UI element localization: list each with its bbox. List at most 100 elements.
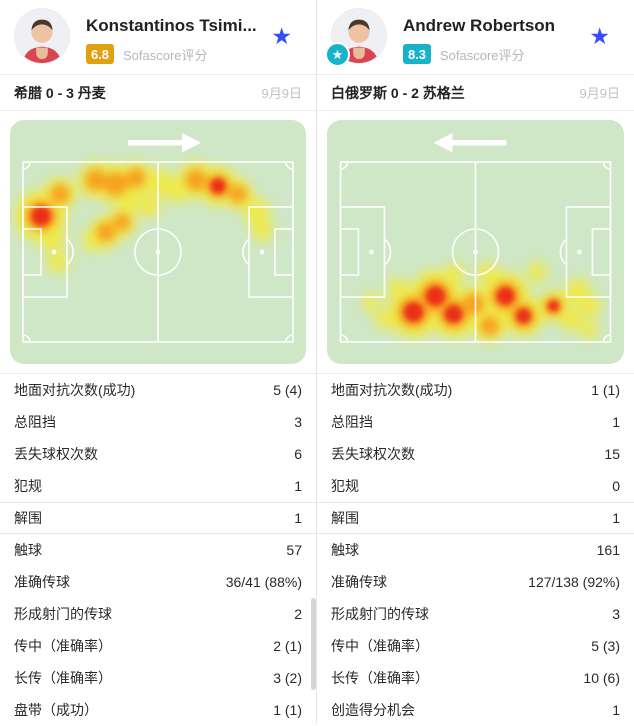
match-title: 希腊 0 - 3 丹麦	[14, 84, 106, 101]
stat-row: 形成射门的传球 2	[0, 598, 316, 630]
stat-value: 161	[596, 542, 620, 558]
match-row[interactable]: 希腊 0 - 3 丹麦 9月9日	[0, 74, 316, 111]
stat-row: 总阻挡 1	[317, 406, 634, 438]
stat-row: 传中（准确率） 2 (1)	[0, 630, 316, 662]
rating-badge: 8.3	[403, 44, 431, 64]
stat-value: 15	[604, 446, 620, 462]
scrollbar-thumb[interactable]	[311, 598, 316, 690]
stat-row: 准确传球 36/41 (88%)	[0, 566, 316, 598]
stat-row: 触球 57	[0, 534, 316, 566]
rating-source-label: Sofascore评分	[440, 47, 525, 63]
stat-row: 解围 1	[317, 502, 634, 534]
avatar	[14, 8, 70, 64]
stat-row: 犯规 0	[317, 470, 634, 502]
heatmap	[327, 120, 624, 364]
match-date: 9月9日	[261, 86, 302, 101]
stat-label: 盘带（成功）	[14, 702, 98, 718]
stat-value: 1	[294, 510, 302, 526]
stat-row: 犯规 1	[0, 470, 316, 502]
stat-value: 1 (1)	[591, 382, 620, 398]
stat-label: 丢失球权次数	[14, 446, 98, 462]
rating-source-label: Sofascore评分	[123, 47, 208, 63]
player-info: Andrew Robertson 8.3 Sofascore评分	[403, 8, 583, 64]
match-row[interactable]: 白俄罗斯 0 - 2 苏格兰 9月9日	[317, 74, 634, 111]
stat-label: 犯规	[14, 478, 42, 494]
stat-row: 形成射门的传球 3	[317, 598, 634, 630]
match-date: 9月9日	[579, 86, 620, 101]
attack-direction-arrow-icon	[433, 133, 507, 153]
stat-value: 1	[612, 510, 620, 526]
stat-row: 丢失球权次数 15	[317, 438, 634, 470]
stat-row: 长传（准确率） 10 (6)	[317, 662, 634, 694]
player-name: Andrew Robertson	[403, 16, 556, 35]
player-name: Konstantinos Tsimi...	[86, 16, 257, 35]
stat-label: 长传（准确率）	[14, 670, 112, 686]
rating-row: 6.8 Sofascore评分	[86, 44, 265, 64]
player-photo	[15, 9, 69, 63]
stat-label: 形成射门的传球	[14, 606, 112, 622]
stat-label: 触球	[331, 542, 359, 558]
stat-value: 3	[294, 414, 302, 430]
stat-label: 长传（准确率）	[331, 670, 429, 686]
stat-label: 地面对抗次数(成功)	[331, 382, 453, 398]
stat-label: 触球	[14, 542, 42, 558]
stat-row: 长传（准确率） 3 (2)	[0, 662, 316, 694]
stat-label: 解围	[331, 510, 359, 526]
player-card-left: Konstantinos Tsimi... 6.8 Sofascore评分 ★ …	[0, 0, 316, 724]
stat-row: 触球 161	[317, 534, 634, 566]
stat-value: 0	[612, 478, 620, 494]
stat-value: 3	[612, 606, 620, 622]
stat-label: 犯规	[331, 478, 359, 494]
stat-value: 3 (2)	[273, 670, 302, 686]
stat-value: 36/41 (88%)	[225, 574, 302, 590]
player-card-right: ★ Andrew Robertson 8.3 Sofascore评分 ★ 白俄罗…	[317, 0, 634, 724]
player-header-right: ★ Andrew Robertson 8.3 Sofascore评分 ★	[317, 0, 634, 74]
stat-value: 1	[294, 478, 302, 494]
stat-value: 2 (1)	[273, 638, 302, 654]
heatmap	[10, 120, 306, 364]
stat-value: 10 (6)	[583, 670, 620, 686]
stat-row: 传中（准确率） 5 (3)	[317, 630, 634, 662]
stat-label: 丢失球权次数	[331, 446, 415, 462]
stat-row: 总阻挡 3	[0, 406, 316, 438]
stat-label: 地面对抗次数(成功)	[14, 382, 136, 398]
team-star-badge-icon: ★	[325, 42, 350, 67]
stat-value: 1	[612, 702, 620, 718]
stat-label: 总阻挡	[14, 414, 56, 430]
stat-label: 传中（准确率）	[14, 638, 112, 654]
pitch-lines	[339, 161, 612, 343]
stat-row: 盘带（成功） 1 (1)	[0, 694, 316, 726]
stat-label: 总阻挡	[331, 414, 373, 430]
stat-row: 丢失球权次数 6	[0, 438, 316, 470]
match-title: 白俄罗斯 0 - 2 苏格兰	[331, 84, 465, 101]
stat-label: 形成射门的传球	[331, 606, 429, 622]
stat-value: 57	[286, 542, 302, 558]
stat-label: 传中（准确率）	[331, 638, 429, 654]
pitch-lines	[22, 161, 294, 343]
stat-value: 127/138 (92%)	[528, 574, 620, 590]
stat-row: 准确传球 127/138 (92%)	[317, 566, 634, 598]
rating-badge: 6.8	[86, 44, 114, 64]
player-header-left: Konstantinos Tsimi... 6.8 Sofascore评分 ★	[0, 0, 316, 74]
favorite-star-icon[interactable]: ★	[583, 24, 616, 49]
stat-row: 创造得分机会 1	[317, 694, 634, 726]
stat-value: 6	[294, 446, 302, 462]
stats-list: 地面对抗次数(成功) 1 (1) 总阻挡 1 丢失球权次数 15 犯规 0 解围…	[317, 373, 634, 726]
stat-label: 准确传球	[331, 574, 387, 590]
favorite-star-icon[interactable]: ★	[265, 24, 298, 49]
attack-direction-arrow-icon	[128, 133, 201, 153]
stat-row: 地面对抗次数(成功) 5 (4)	[0, 374, 316, 406]
stat-value: 1	[612, 414, 620, 430]
stat-value: 5 (4)	[273, 382, 302, 398]
stat-label: 解围	[14, 510, 42, 526]
stat-value: 2	[294, 606, 302, 622]
heatmap-pitch	[15, 133, 294, 343]
stat-row: 地面对抗次数(成功) 1 (1)	[317, 374, 634, 406]
heatmap-pitch	[339, 133, 612, 343]
stat-label: 准确传球	[14, 574, 70, 590]
stat-label: 创造得分机会	[331, 702, 415, 718]
stat-value: 5 (3)	[591, 638, 620, 654]
stat-value: 1 (1)	[273, 702, 302, 718]
column-divider	[316, 0, 317, 724]
